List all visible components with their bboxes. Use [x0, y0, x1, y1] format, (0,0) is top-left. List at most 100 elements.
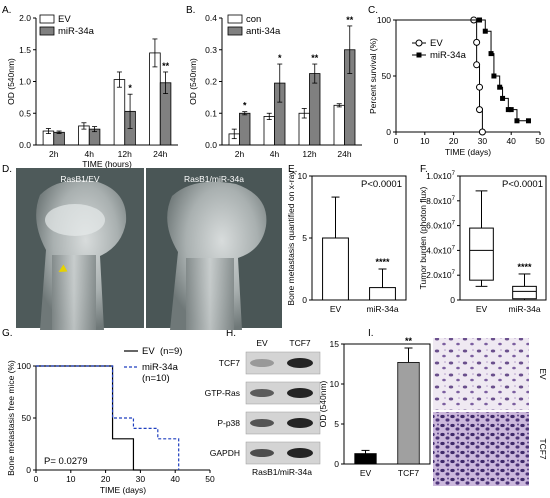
x-tick-label: 10: [420, 136, 430, 146]
significance-star: **: [405, 336, 413, 346]
y-tick-label: 10: [298, 171, 308, 181]
blot-col-ev: EV: [256, 338, 268, 348]
stain-image-ev: [433, 338, 529, 410]
y-tick-label: 8.0x107: [426, 196, 456, 206]
y-axis-label: Percent survival (%): [368, 38, 378, 114]
blot-strip: [245, 441, 321, 465]
x-tick-label: 0: [34, 474, 39, 484]
y-tick-label: 2.0x107: [426, 270, 456, 280]
legend-label: con: [246, 14, 261, 25]
y-axis-label: OD (540nm): [318, 380, 328, 427]
x-tick-label: miR-34a: [366, 304, 398, 314]
xray-ev-metastasis: [45, 204, 105, 236]
panel-label-e: E.: [288, 164, 297, 175]
y-tick-label: 0: [450, 295, 455, 305]
significance-star: **: [346, 15, 354, 25]
y-tick-label: 0: [26, 465, 31, 475]
x-tick-label: EV: [360, 468, 372, 478]
legend-label: miR-34a: [58, 26, 95, 37]
legend-label: miR-34a: [430, 50, 467, 61]
blot-band-ev: [250, 359, 274, 367]
y-tick-label: 100: [17, 361, 31, 371]
blot-band-ev: [250, 449, 274, 457]
significance-star: *: [278, 53, 282, 63]
x-tick-label: 0: [394, 136, 399, 146]
y-tick-exponent: 7: [452, 221, 456, 227]
x-axis-label: TIME (hours): [82, 159, 132, 169]
y-axis-label: Bone metastasis quantified on x-ray: [286, 170, 296, 306]
survival-point: [491, 73, 497, 79]
survival-point: [473, 61, 481, 69]
legend-label: EV: [430, 38, 443, 49]
y-tick-label: 0.1: [205, 108, 217, 118]
significance-star: ****: [375, 257, 390, 267]
y-tick-label: 4.0x107: [426, 245, 456, 255]
y-tick-label: 100: [377, 15, 391, 25]
panel-g-chart: 0 10 20 30 40 50 0 50 100 TIME (days) Bone metasta…: [6, 346, 215, 495]
legend-marker: [415, 39, 423, 47]
y-axis-label: OD (540nm): [188, 58, 198, 105]
bar: [397, 361, 420, 465]
xray-ev-label: RasB1/EV: [60, 174, 100, 184]
box: [469, 227, 494, 281]
blot-row-label: P-p38: [217, 418, 240, 428]
blot-strip: [245, 351, 321, 375]
y-tick-label: 1.5: [19, 45, 31, 55]
y-tick-label: 0: [334, 459, 339, 469]
y-tick-label: 0.0: [19, 140, 31, 150]
panel-i-chart: 0 5 10 15 EV TCF7 ** OD (540nm): [318, 336, 431, 478]
panel-label-g: G.: [2, 328, 13, 339]
plot-frame: [343, 343, 431, 465]
stain-image-tcf7: [433, 412, 529, 486]
blot-strip: [245, 381, 321, 405]
y-tick-label: 10: [330, 379, 340, 389]
x-tick-label: 40: [506, 136, 516, 146]
survival-line: [36, 365, 141, 471]
y-axis-label: Bone metastasis free mice (%): [6, 360, 16, 476]
survival-point: [478, 128, 486, 136]
y-tick-label: 50: [382, 71, 392, 81]
x-tick-label: 2h: [49, 149, 59, 159]
y-tick-label: 1.0x107: [426, 171, 456, 181]
y-tick-label: 0.5: [19, 108, 31, 118]
panel-e-chart: 0 5 10 EV miR-34a **** P<0.0001 Bone metastasis…: [286, 170, 407, 314]
panel-label-h: H.: [226, 328, 236, 339]
legend-label: EV: [142, 346, 155, 357]
legend-swatch: [227, 26, 243, 36]
blot-strip: [245, 411, 321, 435]
x-tick-label: 20: [101, 474, 111, 484]
significance-star: ****: [517, 262, 532, 272]
plot-frame: [459, 175, 547, 301]
blot-caption: RasB1/miR-34a: [252, 467, 312, 477]
bar: [369, 287, 396, 301]
significance-star: *: [243, 101, 247, 111]
x-tick-label: 50: [535, 136, 545, 146]
survival-point: [505, 107, 511, 113]
legend-count: (n=9): [160, 346, 182, 357]
legend-count: (n=10): [142, 373, 170, 384]
panel-f-chart: 0 2.0x107 4.0x107 6.0x107 8.0x107 1.0x107 EV mi…: [418, 171, 547, 314]
p-value: P<0.0001: [361, 179, 402, 190]
x-tick-label: 30: [136, 474, 146, 484]
survival-point: [508, 107, 514, 113]
metastasis-arrowhead: [58, 264, 68, 272]
bar: [113, 79, 126, 146]
blot-band-ev: [250, 419, 274, 427]
x-tick-label: TCF7: [398, 468, 420, 478]
legend-swatch: [39, 14, 55, 24]
panel-label-f: F.: [420, 164, 428, 175]
x-tick-label: miR-34a: [508, 304, 540, 314]
blot-band-tcf7: [287, 388, 313, 398]
bar: [53, 131, 65, 146]
blot-band-tcf7: [287, 358, 313, 368]
x-tick-label: 24h: [337, 149, 351, 159]
survival-line: [396, 19, 529, 122]
box: [512, 285, 537, 300]
x-tick-label: 30: [478, 136, 488, 146]
survival-point: [476, 83, 484, 91]
significance-star: **: [162, 61, 170, 71]
x-tick-label: 12h: [302, 149, 316, 159]
survival-line: [396, 19, 483, 132]
y-tick-exponent: 7: [452, 196, 456, 202]
